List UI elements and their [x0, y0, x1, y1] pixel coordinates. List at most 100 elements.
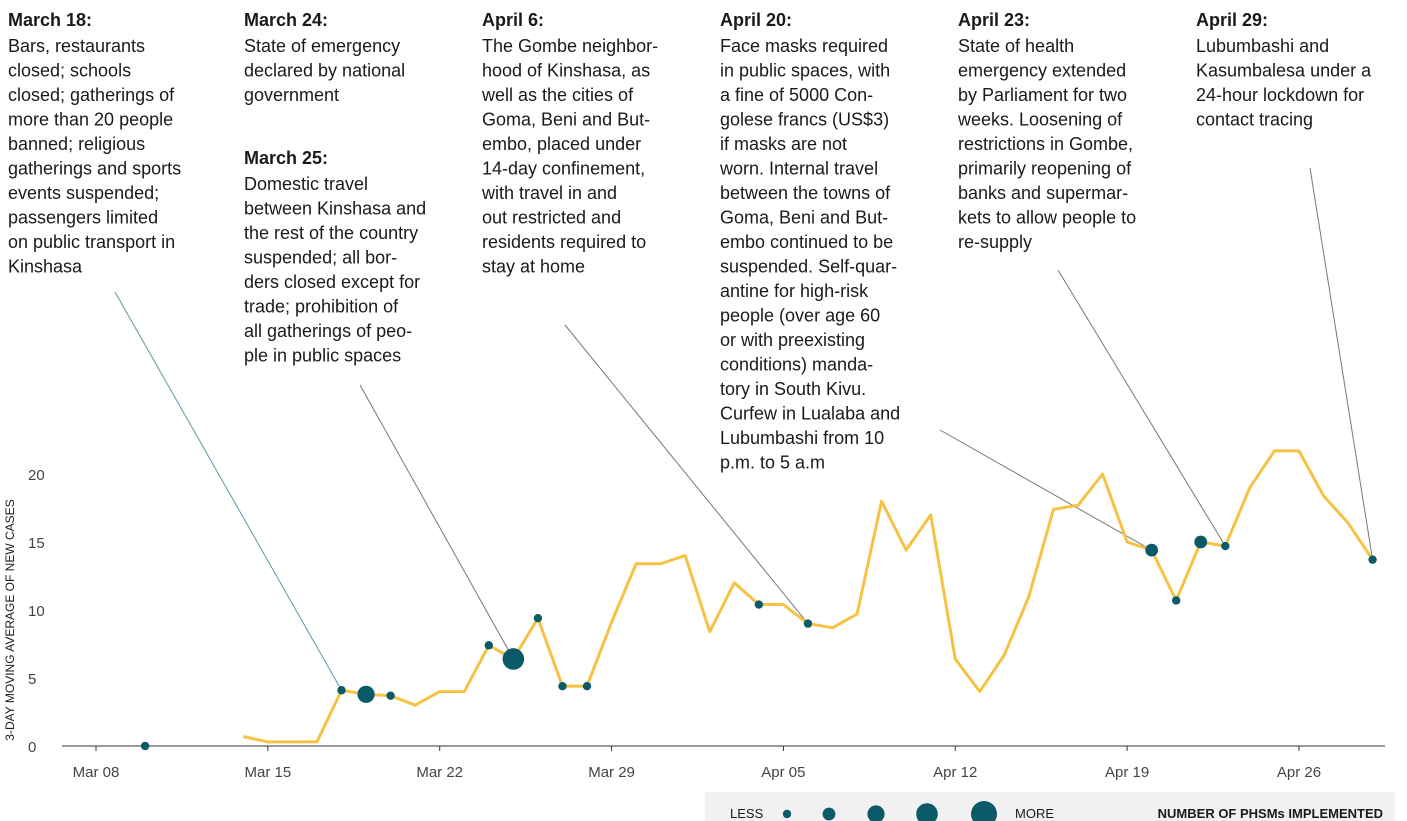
legend-title: NUMBER OF PHSMs IMPLEMENTED — [1158, 806, 1383, 821]
y-tick-label: 5 — [28, 671, 36, 688]
annotation-text: Lubumbashi and — [1196, 36, 1329, 56]
legend-circle — [971, 801, 997, 821]
legend-circle — [867, 805, 885, 821]
annotation-text: stay at home — [482, 257, 585, 277]
annotation-text: conditions) manda- — [720, 355, 873, 375]
annotation-text: hood of Kinshasa, as — [482, 61, 650, 81]
annotation-date: April 20: — [720, 10, 792, 30]
annotation-date: March 24: — [244, 10, 328, 30]
y-axis-label: 3-DAY MOVING AVERAGE OF NEW CASES — [3, 499, 17, 740]
x-tick-label: Apr 19 — [1105, 764, 1149, 781]
annotation-date: March 18: — [8, 10, 92, 30]
leader-line — [359, 384, 514, 660]
legend-background — [705, 792, 1395, 821]
point — [357, 685, 375, 703]
annotation-text: embo continued to be — [720, 232, 893, 252]
y-tick-label: 0 — [28, 739, 36, 756]
y-tick-label: 10 — [28, 603, 45, 620]
annotation-text: events suspended; — [8, 183, 159, 203]
annotation-text: closed; schools — [8, 61, 131, 81]
annotation-text: out restricted and — [482, 208, 621, 228]
point — [140, 741, 150, 751]
annotation-text: Goma, Beni and But- — [720, 208, 888, 228]
annotation-text: Kasumbalesa under a — [1196, 61, 1372, 81]
x-tick-label: Mar 08 — [73, 764, 120, 781]
annotation-date: April 23: — [958, 10, 1030, 30]
point — [803, 619, 813, 628]
annotation-text: between the towns of — [720, 183, 891, 203]
x-tick-label: Mar 15 — [245, 764, 292, 781]
annotation-text: Domestic travel — [244, 174, 368, 194]
annotation-text: kets to allow people to — [958, 208, 1136, 228]
annotation-text: residents required to — [482, 232, 646, 252]
leader-line — [1309, 167, 1374, 560]
annotation-text: Curfew in Lualaba and — [720, 404, 900, 424]
leader-line — [939, 429, 1152, 551]
annotation-text: well as the cities of — [481, 85, 634, 105]
annotation-text: gatherings and sports — [8, 159, 181, 179]
annotation-text: embo, placed under — [482, 134, 641, 154]
leader-line — [114, 291, 342, 691]
leader-line — [1057, 269, 1226, 547]
annotation-text: re-supply — [958, 232, 1032, 252]
point — [533, 613, 543, 623]
point — [582, 681, 592, 691]
point — [484, 641, 493, 650]
annotation-text: antine for high-risk — [720, 281, 869, 301]
annotation-text: declared by national — [244, 61, 405, 81]
annotation-text: State of emergency — [244, 36, 400, 56]
annotation-text: Face masks required — [720, 36, 888, 56]
legend-circle — [822, 807, 836, 821]
x-tick-label: Apr 12 — [933, 764, 977, 781]
annotation-text: 14-day confinement, — [482, 159, 645, 179]
point — [502, 648, 525, 670]
annotation-text: Kinshasa — [8, 257, 83, 277]
annotation-text: all gatherings of peo- — [244, 321, 412, 341]
x-tick-label: Apr 26 — [1277, 764, 1321, 781]
annotation-text: or with preexisting — [720, 330, 865, 350]
annotation-date: April 29: — [1196, 10, 1268, 30]
annotation-text: government — [244, 85, 339, 105]
leader-line — [564, 324, 809, 624]
x-tick-label: Mar 22 — [416, 764, 463, 781]
annotation-text: on public transport in — [8, 232, 175, 252]
legend-circle — [916, 803, 938, 821]
point — [386, 691, 395, 700]
annotation-text: the rest of the country — [244, 223, 418, 243]
annotation-text: if masks are not — [720, 134, 847, 154]
x-tick-label: Apr 05 — [761, 764, 805, 781]
annotation-text: suspended; all bor- — [244, 248, 397, 268]
x-tick-label: Mar 29 — [588, 764, 635, 781]
legend-circle — [782, 809, 792, 819]
point — [1172, 596, 1181, 605]
annotation-text: trade; prohibition of — [244, 297, 399, 317]
y-tick-label: 20 — [28, 467, 45, 484]
annotation-text: closed; gatherings of — [8, 85, 175, 105]
annotation-text: weeks. Loosening of — [957, 110, 1123, 130]
point — [1194, 535, 1208, 549]
annotation-text: primarily reopening of — [958, 159, 1132, 179]
annotation-text: suspended. Self-quar- — [720, 257, 897, 277]
annotation-text: ders closed except for — [244, 272, 420, 292]
y-tick-label: 15 — [28, 535, 45, 552]
point — [1221, 541, 1230, 551]
legend-more: MORE — [1015, 806, 1054, 821]
annotation-text: emergency extended — [958, 61, 1126, 81]
point — [1368, 555, 1377, 564]
point — [337, 686, 346, 695]
annotation-text: golese francs (US$3) — [720, 110, 889, 130]
annotation-text: more than 20 people — [8, 110, 173, 130]
annotation-text: banks and supermar- — [958, 183, 1128, 203]
annotation-date: April 6: — [482, 10, 544, 30]
annotation-text: 24-hour lockdown for — [1196, 85, 1364, 105]
annotation-text: people (over age 60 — [720, 306, 880, 326]
annotation-text: restrictions in Gombe, — [958, 134, 1133, 154]
point — [754, 600, 764, 609]
annotation-text: p.m. to 5 a.m — [720, 453, 825, 473]
annotation-text: banned; religious — [8, 134, 145, 154]
annotation-text: State of health — [958, 36, 1074, 56]
annotation-text: tory in South Kivu. — [720, 379, 866, 399]
annotation-text: in public spaces, with — [720, 61, 890, 81]
annotation-text: The Gombe neighbor- — [482, 36, 658, 56]
